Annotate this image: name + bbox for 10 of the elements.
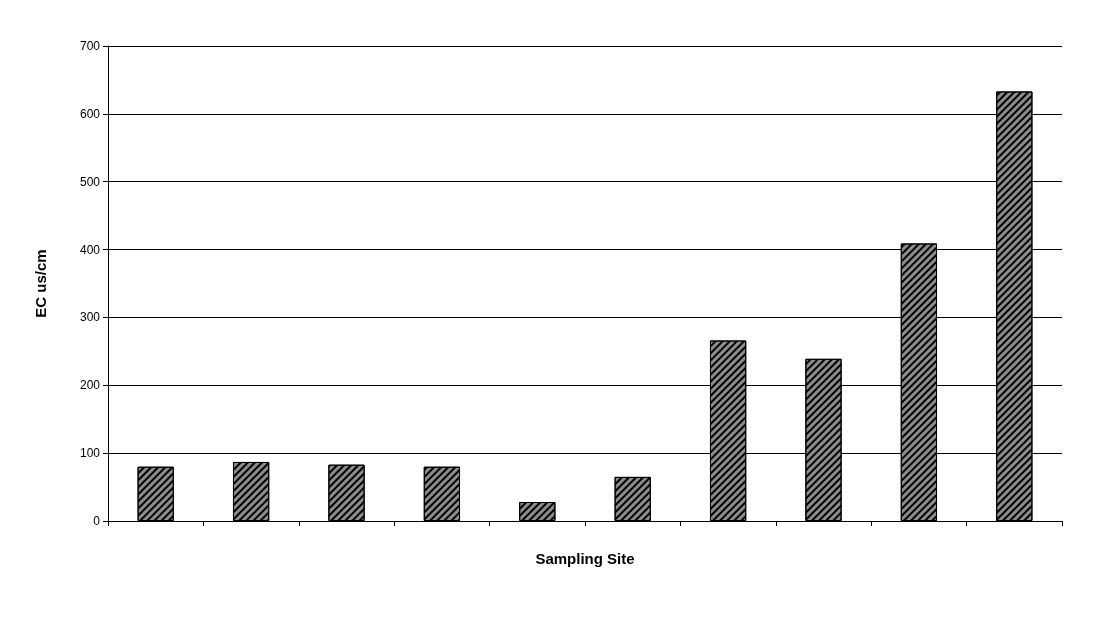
- y-tick-label: 0: [93, 514, 101, 528]
- y-tick-label: 100: [79, 446, 101, 461]
- y-tick-label: 200: [79, 378, 101, 393]
- y-tick-label: 300: [79, 310, 101, 325]
- y-tick-label: 500: [79, 174, 101, 189]
- y-tick-label: 400: [79, 242, 101, 257]
- y-tick-label: 700: [79, 39, 101, 53]
- x-axis-title: Sampling Site: [535, 550, 635, 567]
- y-axis-title: EC us/cm: [32, 249, 49, 318]
- y-tick-label: 600: [79, 106, 101, 121]
